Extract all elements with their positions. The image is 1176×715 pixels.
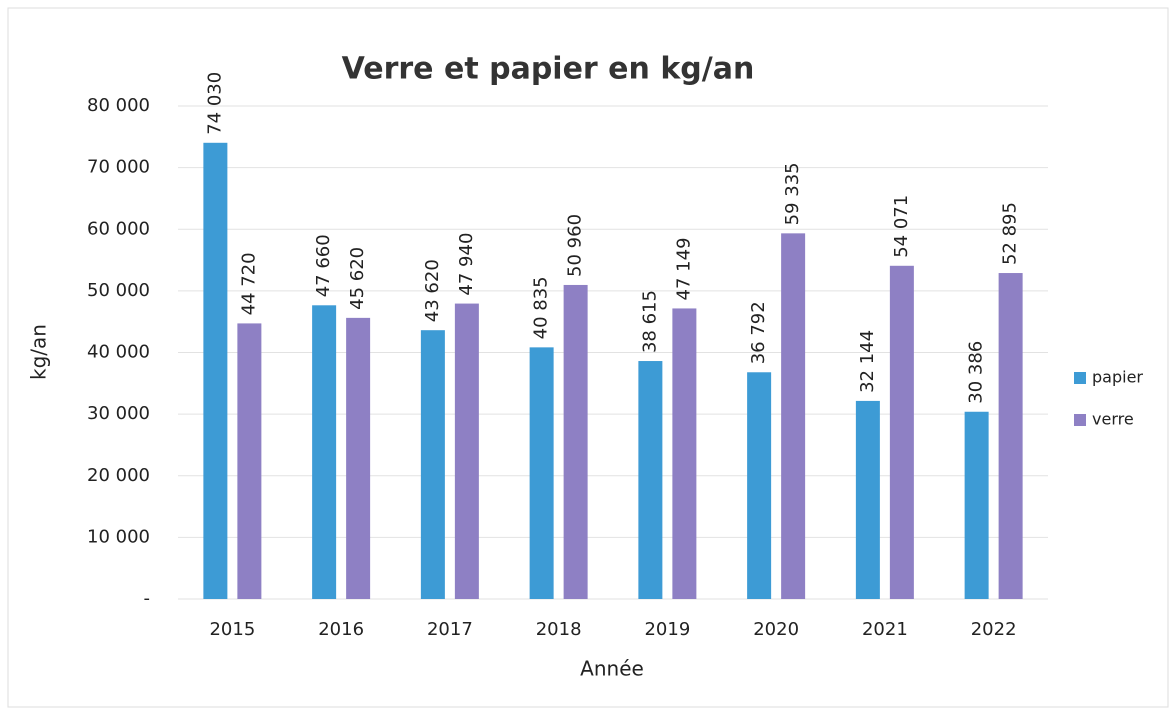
value-label: 30 386 [966,341,987,404]
value-label: 59 335 [782,162,803,225]
value-label: 32 144 [857,330,878,393]
y-tick-label: 70 000 [87,157,150,178]
value-label: 47 660 [313,234,334,297]
y-tick-label: 10 000 [87,526,150,547]
value-label: 38 615 [639,290,660,353]
x-tick-label: 2016 [318,619,364,640]
y-tick-label: - [144,588,151,609]
y-tick-label: 60 000 [87,218,150,239]
value-label: 47 149 [673,237,694,300]
value-label: 45 620 [347,247,368,310]
bar [998,273,1023,599]
bar [781,233,806,599]
y-tick-label: 20 000 [87,465,150,486]
value-label: 40 835 [531,276,552,339]
bar [563,284,588,599]
y-tick-label: 80 000 [87,95,150,116]
bar [672,308,697,599]
bar [747,372,772,599]
bar [964,411,989,599]
x-tick-label: 2019 [644,619,690,640]
legend-swatch [1074,372,1086,384]
value-label: 36 792 [748,301,769,364]
legend-swatch [1074,414,1086,426]
bar [889,265,914,599]
bar [237,323,262,599]
x-tick-label: 2022 [971,619,1017,640]
bar [855,400,880,599]
chart-frame [7,7,1169,708]
value-label: 44 720 [238,252,259,315]
x-axis-label: Année [580,657,644,681]
bar [346,317,371,599]
y-tick-label: 50 000 [87,280,150,301]
bar [638,361,663,599]
value-label: 74 030 [204,72,225,135]
legend-label: papier [1092,368,1143,387]
bar [312,305,337,599]
value-label: 52 895 [1000,202,1021,265]
value-label: 50 960 [565,214,586,277]
bar [420,330,445,599]
legend-label: verre [1092,410,1134,429]
value-label: 54 071 [891,195,912,258]
bar [529,347,554,599]
bar [203,142,228,599]
y-tick-label: 30 000 [87,403,150,424]
x-tick-label: 2020 [753,619,799,640]
x-tick-label: 2018 [536,619,582,640]
x-tick-label: 2021 [862,619,908,640]
value-label: 47 940 [456,233,477,296]
x-tick-label: 2017 [427,619,473,640]
value-label: 43 620 [422,259,443,322]
x-tick-label: 2015 [209,619,255,640]
y-tick-label: 40 000 [87,342,150,363]
y-axis-label: kg/an [27,324,51,380]
chart-title: Verre et papier en kg/an [342,52,755,87]
bar [454,303,479,599]
